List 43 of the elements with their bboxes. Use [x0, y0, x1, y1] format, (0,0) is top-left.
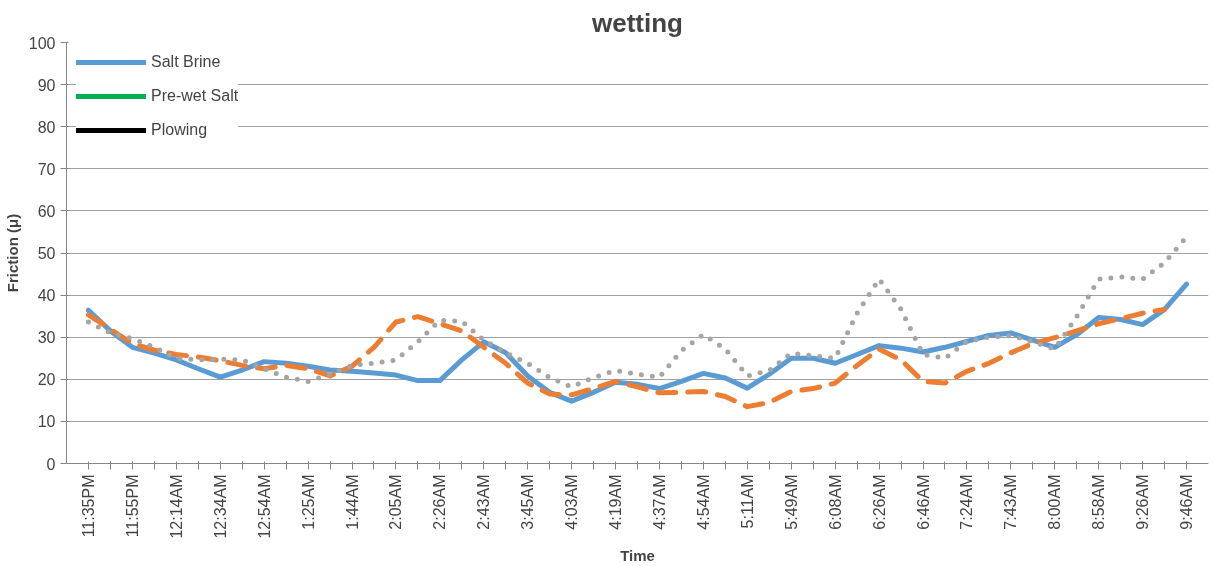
y-tick-label: 10	[37, 413, 56, 431]
x-axis-title: Time	[620, 546, 655, 564]
x-tick-label: 4:54AM	[694, 474, 712, 530]
chart-title: wetting	[591, 7, 684, 38]
y-tick-label: 0	[46, 455, 56, 473]
x-tick-label: 6:08AM	[826, 474, 844, 530]
y-tick-label: 50	[37, 245, 56, 262]
x-tick-label: 6:26AM	[870, 474, 888, 530]
legend-label: Plowing	[151, 121, 208, 139]
x-tick-label: 8:58AM	[1090, 474, 1108, 530]
y-tick-label: 80	[37, 118, 56, 136]
x-tick-label: 9:26AM	[1134, 474, 1152, 530]
x-tick-label: 12:54AM	[255, 474, 273, 539]
x-tick-label: 3:45AM	[519, 474, 537, 530]
y-tick-label: 20	[37, 371, 56, 389]
x-tick-label: 1:25AM	[299, 474, 317, 530]
y-tick-label: 30	[37, 329, 56, 347]
x-tick-label: 4:03AM	[563, 474, 581, 530]
legend-label: Salt Brine	[151, 53, 221, 71]
y-tick-label: 90	[37, 76, 56, 94]
legend-label: Pre-wet Salt	[151, 87, 239, 105]
x-tick-label: 5:11AM	[738, 474, 756, 529]
x-tick-label: 6:46AM	[914, 474, 932, 530]
y-tick-label: 40	[37, 287, 56, 305]
y-tick-label: 70	[37, 160, 56, 178]
x-tick-label: 12:14AM	[167, 474, 185, 539]
x-tick-label: 7:43AM	[1002, 474, 1020, 530]
x-tick-label: 2:43AM	[475, 474, 493, 530]
x-tick-label: 4:19AM	[607, 474, 625, 530]
y-axis-title: Friction (μ)	[3, 213, 21, 293]
y-tick-label: 100	[28, 34, 56, 52]
x-tick-label: 1:44AM	[343, 474, 361, 530]
x-tick-label: 11:55PM	[123, 474, 141, 538]
x-tick-label: 8:00AM	[1046, 474, 1064, 530]
x-tick-label: 7:24AM	[958, 474, 976, 530]
x-tick-label: 2:26AM	[431, 474, 449, 530]
x-tick-label: 11:35PM	[79, 474, 97, 538]
y-tick-label: 60	[37, 202, 56, 220]
x-tick-label: 5:49AM	[782, 474, 800, 530]
x-tick-label: 9:46AM	[1178, 474, 1196, 530]
x-tick-label: 4:37AM	[650, 474, 668, 530]
x-tick-label: 12:34AM	[211, 474, 229, 539]
x-tick-label: 2:05AM	[387, 474, 405, 530]
